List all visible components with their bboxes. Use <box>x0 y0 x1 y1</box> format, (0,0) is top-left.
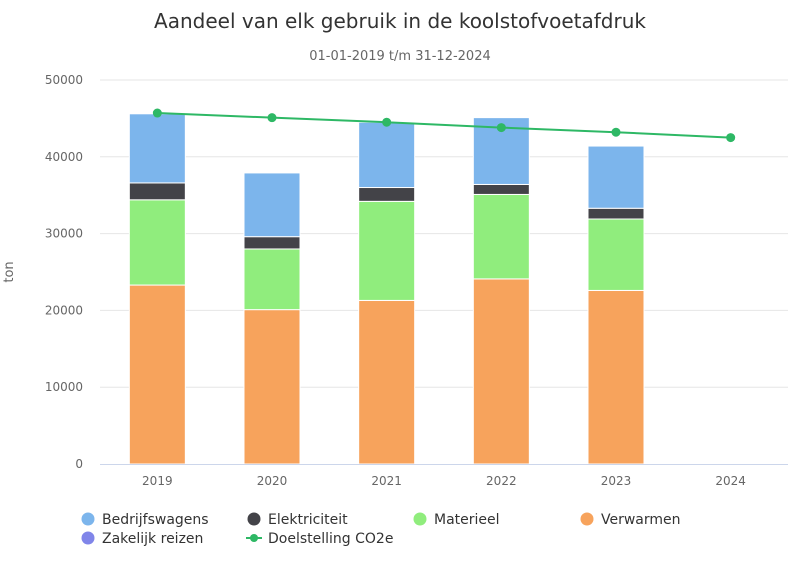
bar-segment-bedrijfswagens[interactable] <box>128 113 186 184</box>
bar-segment-verwarmen[interactable] <box>358 299 416 465</box>
legend-item-materieel[interactable]: Materieel <box>413 512 500 528</box>
target-point[interactable] <box>726 133 736 143</box>
bar-segment-verwarmen[interactable] <box>472 278 530 465</box>
target-point[interactable] <box>382 117 392 127</box>
bar-segment-elektriciteit[interactable] <box>587 207 645 220</box>
target-point[interactable] <box>496 123 506 133</box>
x-tick-label: 2023 <box>601 474 632 488</box>
x-tick-label: 2024 <box>715 474 746 488</box>
x-axis-ticks: 2019 2020 2021 2022 2023 2024 <box>142 474 746 488</box>
x-tick-label: 2020 <box>257 474 288 488</box>
y-tick-label: 50000 <box>45 73 83 87</box>
y-tick-label: 40000 <box>45 150 83 164</box>
y-tick-label: 10000 <box>45 380 83 394</box>
bar-segment-materieel[interactable] <box>243 248 301 311</box>
bar-segment-materieel[interactable] <box>358 200 416 301</box>
legend-symbol <box>580 512 594 526</box>
legend-symbol <box>81 512 95 526</box>
y-tick-label: 30000 <box>45 227 83 241</box>
bar-segment-verwarmen[interactable] <box>587 289 645 465</box>
x-tick-label: 2019 <box>142 474 173 488</box>
target-point[interactable] <box>611 127 621 137</box>
bar-segment-verwarmen[interactable] <box>128 284 186 465</box>
legend-label: Doelstelling CO2e <box>268 531 393 547</box>
target-point[interactable] <box>267 113 277 123</box>
y-axis-ticks: 0 10000 20000 30000 40000 50000 <box>45 73 83 471</box>
legend-item-bedrijfswagens[interactable]: Bedrijfswagens <box>81 512 209 528</box>
legend-symbol <box>247 512 261 526</box>
target-line-series <box>152 108 736 143</box>
chart-subtitle: 01-01-2019 t/m 31-12-2024 <box>309 49 491 64</box>
bar-segment-materieel[interactable] <box>472 193 530 280</box>
chart-title: Aandeel van elk gebruik in de koolstofvo… <box>154 9 646 33</box>
legend-label: Verwarmen <box>601 512 681 528</box>
legend-label: Materieel <box>434 512 500 528</box>
legend-item-verwarmen[interactable]: Verwarmen <box>580 512 681 528</box>
legend-label: Bedrijfswagens <box>102 512 209 528</box>
bar-segment-elektriciteit[interactable] <box>358 187 416 202</box>
target-point[interactable] <box>152 108 162 118</box>
bar-segment-bedrijfswagens[interactable] <box>358 121 416 189</box>
legend-symbol <box>250 534 258 542</box>
legend: Bedrijfswagens Elektriciteit Materieel Verw… <box>81 512 681 547</box>
y-tick-label: 20000 <box>45 303 83 317</box>
bar-segment-bedrijfswagens[interactable] <box>243 172 301 238</box>
legend-symbol <box>413 512 427 526</box>
bar-segment-elektriciteit[interactable] <box>243 236 301 250</box>
legend-item-doelstelling-co2e[interactable]: Doelstelling CO2e <box>246 531 393 547</box>
bar-segment-elektriciteit[interactable] <box>472 183 530 195</box>
bars <box>128 113 645 465</box>
legend-item-elektriciteit[interactable]: Elektriciteit <box>247 512 349 528</box>
legend-label: Elektriciteit <box>268 512 348 528</box>
bar-segment-verwarmen[interactable] <box>243 309 301 465</box>
gridlines <box>100 79 788 388</box>
legend-label: Zakelijk reizen <box>102 531 203 547</box>
x-tick-label: 2022 <box>486 474 517 488</box>
bar-segment-bedrijfswagens[interactable] <box>587 145 645 209</box>
y-axis-label: ton <box>2 261 17 282</box>
bar-segment-materieel[interactable] <box>587 218 645 291</box>
bar-segment-elektriciteit[interactable] <box>128 182 186 201</box>
target-line <box>157 112 731 139</box>
legend-symbol <box>81 531 95 545</box>
legend-item-zakelijk-reizen[interactable]: Zakelijk reizen <box>81 531 204 547</box>
bar-segment-materieel[interactable] <box>128 199 186 286</box>
x-tick-label: 2021 <box>371 474 402 488</box>
y-tick-label: 0 <box>75 457 83 471</box>
